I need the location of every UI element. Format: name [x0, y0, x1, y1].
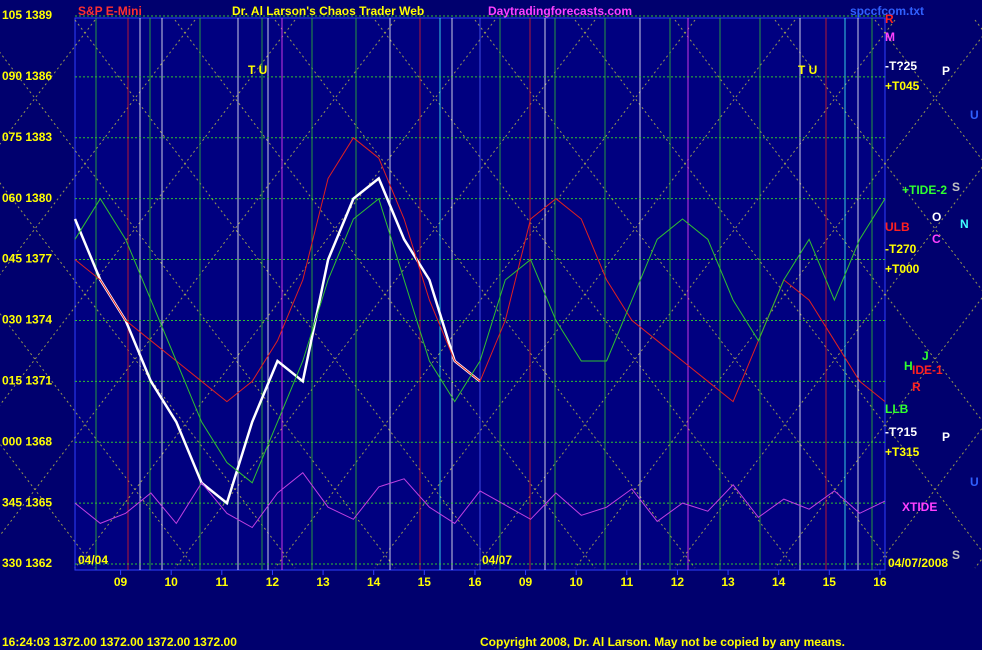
diagonal-line	[874, 427, 982, 569]
annotation: P	[942, 64, 950, 78]
series-line	[74, 137, 886, 403]
annotation: C	[932, 232, 941, 246]
series-line	[74, 197, 886, 484]
annotation: ULB	[885, 220, 910, 234]
diagonal-line	[0, 312, 196, 569]
diagonal-line	[74, 19, 496, 569]
annotation: +T315	[885, 445, 920, 459]
x-tick-label: 14	[772, 575, 786, 589]
x-tick-label: 13	[721, 575, 735, 589]
annotation: P	[942, 430, 950, 444]
diagonal-line	[0, 19, 396, 537]
x-tick-label: 12	[671, 575, 685, 589]
title: Dr. Al Larson's Chaos Trader Web	[232, 4, 424, 18]
annotation: XTIDE	[902, 500, 937, 514]
x-tick-label: 13	[316, 575, 330, 589]
y-tick-label: 060 1380	[2, 191, 52, 205]
annotation: LLB	[885, 402, 909, 416]
x-tick-label: 11	[620, 575, 633, 589]
annotation: -T?15	[885, 425, 917, 439]
annotation: -T270	[885, 242, 917, 256]
annotation: T U	[798, 63, 817, 77]
diagonal-line	[0, 19, 296, 406]
series-line	[74, 471, 886, 529]
annotation: +TIDE-2	[902, 183, 947, 197]
diagonal-line	[0, 443, 96, 569]
y-tick-label: 015 1371	[2, 374, 52, 388]
diagonal-line	[674, 166, 982, 569]
x-tick-label: 15	[823, 575, 837, 589]
annotation: J	[922, 349, 929, 363]
y-tick-label: 045 1377	[2, 252, 52, 266]
copyright: Copyright 2008, Dr. Al Larson. May not b…	[480, 635, 845, 649]
instrument: S&P E-Mini	[78, 4, 142, 18]
x-tick-label: 16	[873, 575, 887, 589]
annotation: IDE-1	[912, 363, 943, 377]
diagonal-line	[574, 36, 982, 569]
series-line	[73, 176, 481, 506]
annotation: +T045	[885, 79, 920, 93]
y-tick-label: 090 1386	[2, 69, 52, 83]
diagonal-line	[374, 19, 796, 569]
date-label: 04/04	[78, 553, 108, 567]
x-tick-label: 11	[215, 575, 228, 589]
date-label: 04/07/2008	[888, 556, 948, 570]
annotation: S	[952, 180, 960, 194]
date-label: 04/07	[482, 553, 512, 567]
x-tick-label: 16	[468, 575, 482, 589]
annotation: N	[960, 217, 969, 231]
quote: 16:24:03 1372.00 1372.00 1372.00 1372.00	[2, 635, 237, 649]
annotation: S	[952, 548, 960, 562]
y-tick-label: 000 1368	[2, 434, 52, 448]
annotation: T U	[248, 63, 267, 77]
y-tick-label: 330 1362	[2, 556, 52, 570]
diagonal-line	[874, 19, 982, 161]
annotation: -T?25	[885, 59, 917, 73]
y-tick-label: 345 1365	[2, 495, 52, 509]
diagonal-line	[0, 19, 96, 145]
x-tick-label: 14	[367, 575, 381, 589]
annotation: U	[970, 108, 979, 122]
annotation: U	[970, 475, 979, 489]
x-tick-label: 09	[519, 575, 533, 589]
annotation: M	[885, 30, 895, 44]
x-tick-label: 15	[418, 575, 432, 589]
diagonal-line	[0, 19, 196, 276]
x-tick-label: 10	[165, 575, 179, 589]
x-tick-label: 12	[266, 575, 280, 589]
annotation: R	[885, 12, 894, 26]
annotation: O	[932, 210, 941, 224]
site: Daytradingforecasts.com	[488, 4, 632, 18]
y-tick-label: 105 1389	[2, 8, 52, 22]
x-tick-label: 10	[570, 575, 584, 589]
y-tick-label: 075 1383	[2, 130, 52, 144]
annotation: R	[912, 380, 921, 394]
annotation: H	[904, 359, 913, 373]
diagonal-line	[274, 19, 696, 569]
file: spccfcom.txt	[850, 4, 924, 18]
annotation: +T000	[885, 262, 920, 276]
y-tick-label: 030 1374	[2, 313, 52, 327]
x-tick-label: 09	[114, 575, 128, 589]
